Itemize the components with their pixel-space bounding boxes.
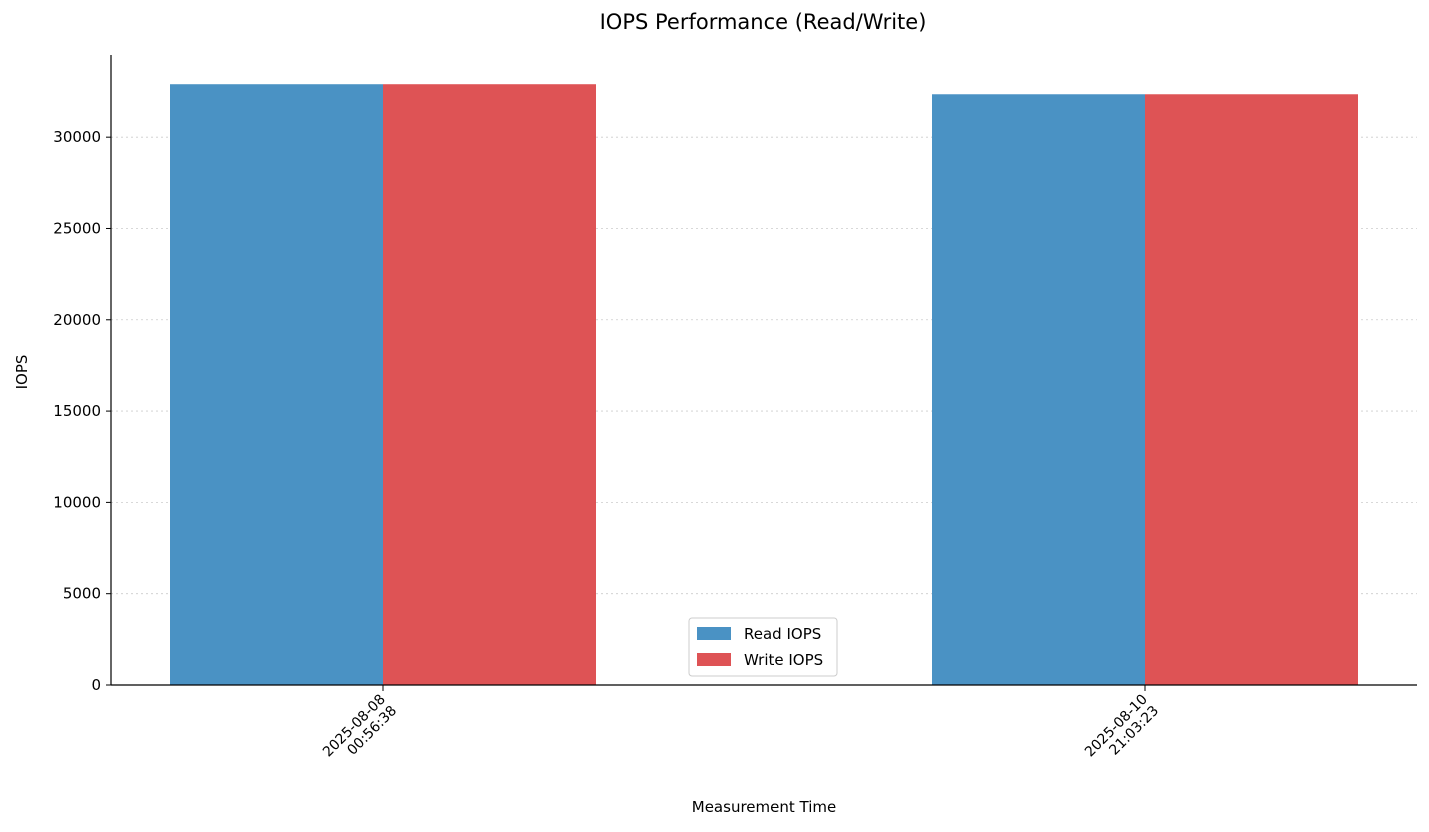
- legend-swatch: [697, 627, 731, 640]
- legend: Read IOPS Write IOPS: [688, 617, 838, 677]
- legend-label: Write IOPS: [744, 651, 823, 669]
- legend-swatch: [697, 653, 731, 666]
- y-tick-label: 10000: [53, 493, 101, 511]
- bar-write-2: [1145, 94, 1358, 686]
- y-axis-label: IOPS: [13, 355, 31, 390]
- legend-label: Read IOPS: [744, 625, 821, 643]
- x-tick-label: 2025-08-0800:56:38: [320, 692, 400, 772]
- bar-read-1: [170, 84, 383, 685]
- y-tick-label: 30000: [53, 128, 101, 146]
- y-tick-label: 15000: [53, 402, 101, 420]
- y-tick-labels: 0 5000 10000 15000 20000 25000 30000: [53, 128, 101, 694]
- y-tick-label: 5000: [63, 585, 101, 603]
- y-tick-label: 25000: [53, 219, 101, 237]
- bar-read-2: [932, 94, 1145, 686]
- bar-write-1: [383, 84, 596, 685]
- axes: [106, 55, 1417, 691]
- y-tick-label: 20000: [53, 311, 101, 329]
- x-tick-labels: 2025-08-0800:56:38 2025-08-1021:03:23: [320, 692, 1162, 772]
- x-tick-label: 2025-08-1021:03:23: [1082, 692, 1162, 772]
- bars: [170, 84, 1358, 686]
- chart-title: IOPS Performance (Read/Write): [600, 10, 927, 34]
- y-tick-label: 0: [91, 676, 101, 694]
- x-axis-label: Measurement Time: [692, 798, 836, 816]
